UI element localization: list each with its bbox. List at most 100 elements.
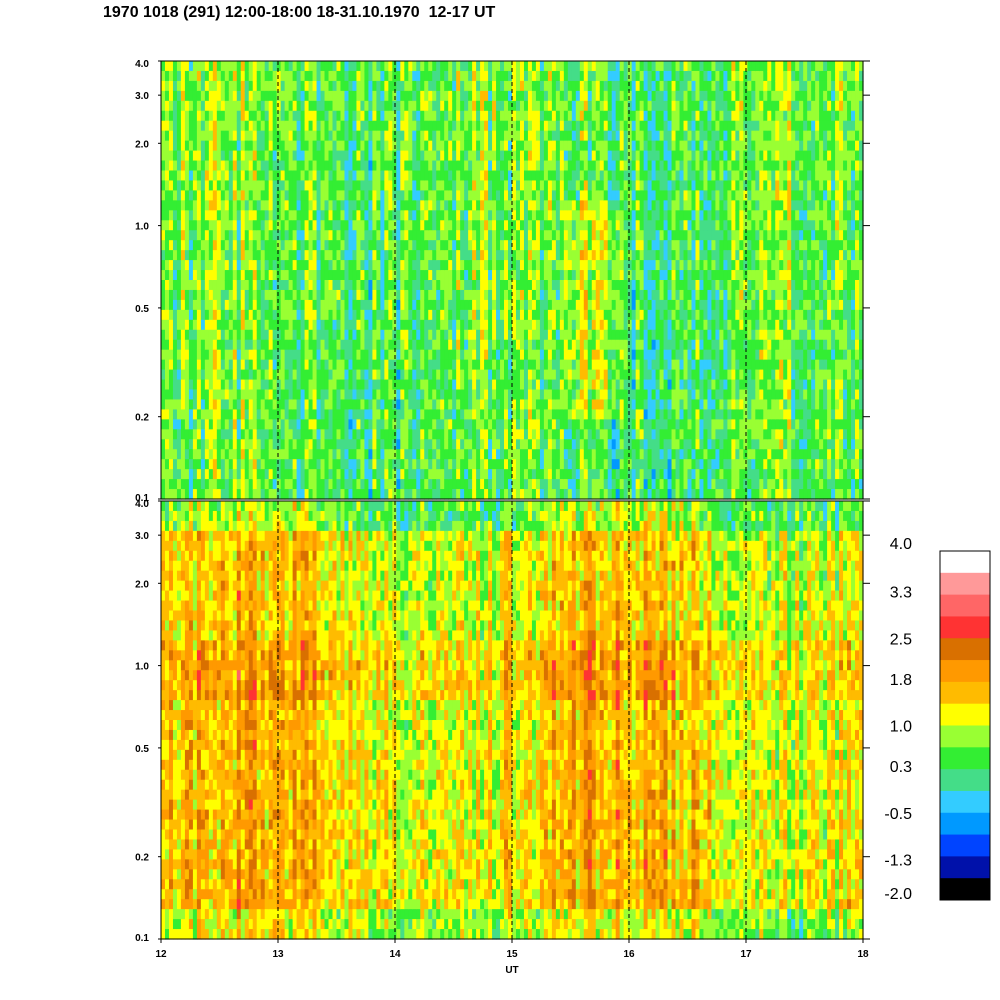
heatmap-cell	[161, 459, 166, 470]
heatmap-cell	[244, 399, 250, 410]
heatmap-cell	[356, 369, 362, 381]
heatmap-cell	[320, 389, 326, 401]
heatmap-cell	[348, 80, 354, 92]
heatmap-cell	[547, 210, 553, 221]
heatmap-cell	[316, 469, 322, 480]
heatmap-cell	[244, 190, 250, 201]
heatmap-cell	[344, 100, 350, 112]
heatmap-cell	[563, 319, 569, 331]
heatmap-cell	[200, 230, 206, 241]
heatmap-cell	[388, 489, 393, 500]
heatmap-cell	[388, 250, 393, 261]
heatmap-cell	[575, 100, 581, 112]
heatmap-cell	[416, 90, 421, 102]
heatmap-cell	[420, 439, 425, 450]
heatmap-cell	[168, 270, 174, 281]
heatmap-cell	[559, 150, 565, 162]
heatmap-cell	[368, 489, 373, 500]
heatmap-cell	[340, 459, 346, 470]
heatmap-cell	[304, 399, 310, 410]
heatmap-cell	[504, 439, 509, 450]
heatmap-cell	[567, 130, 573, 142]
heatmap-cell	[452, 329, 457, 341]
heatmap-cell	[547, 110, 553, 122]
heatmap-cell	[204, 389, 210, 401]
heatmap-cell	[567, 389, 573, 401]
heatmap-cell	[464, 130, 469, 142]
heatmap-cell	[192, 90, 198, 102]
heatmap-cell	[372, 449, 377, 460]
heatmap-cell	[324, 379, 330, 391]
heatmap-cell	[460, 339, 465, 351]
heatmap-cell	[260, 309, 266, 321]
heatmap-cell	[436, 150, 441, 162]
heatmap-cell	[535, 100, 541, 112]
chart-title: 1970 1018 (291) 12:00-18:00 18-31.10.197…	[103, 4, 496, 21]
heatmap-cell	[288, 409, 294, 420]
heatmap-cell	[268, 240, 274, 251]
heatmap-cell	[408, 309, 413, 321]
heatmap-cell	[376, 319, 381, 331]
heatmap-cell	[176, 180, 182, 191]
heatmap-cell	[519, 100, 525, 112]
heatmap-cell	[312, 140, 318, 152]
heatmap-cell	[332, 61, 338, 72]
heatmap-cell	[192, 439, 198, 450]
heatmap-cell	[412, 260, 417, 271]
heatmap-cell	[448, 349, 453, 361]
heatmap-cell	[320, 479, 326, 490]
heatmap-cell	[587, 389, 593, 401]
heatmap-cell	[208, 150, 214, 162]
heatmap-cell	[236, 240, 242, 251]
heatmap-cell	[512, 289, 517, 301]
heatmap-cell	[368, 429, 373, 440]
heatmap-cell	[384, 479, 389, 490]
heatmap-cell	[484, 260, 489, 271]
heatmap-cell	[476, 180, 481, 191]
heatmap-cell	[559, 479, 565, 490]
heatmap-cell	[192, 210, 198, 221]
heatmap-cell	[328, 329, 334, 341]
heatmap-cell	[240, 399, 246, 410]
heatmap-cell	[280, 439, 286, 450]
heatmap-cell	[424, 260, 429, 271]
heatmap-cell	[364, 479, 370, 490]
heatmap-cell	[579, 190, 585, 201]
heatmap-cell	[336, 479, 342, 490]
heatmap-cell	[440, 230, 445, 241]
heatmap-cell	[531, 220, 537, 231]
heatmap-cell	[228, 110, 234, 122]
heatmap-cell	[416, 260, 421, 271]
heatmap-cell	[324, 210, 330, 221]
heatmap-cell	[519, 140, 525, 152]
heatmap-cell	[575, 110, 581, 122]
heatmap-cell	[607, 200, 613, 211]
heatmap-cell	[587, 200, 593, 211]
heatmap-cell	[428, 309, 433, 321]
heatmap-cell	[583, 489, 589, 500]
heatmap-cell	[543, 459, 549, 470]
heatmap-cell	[356, 459, 362, 470]
heatmap-cell	[356, 299, 362, 311]
heatmap-cell	[416, 389, 421, 401]
heatmap-cell	[587, 120, 593, 132]
heatmap-cell	[340, 220, 346, 231]
heatmap-cell	[280, 299, 286, 311]
heatmap-cell	[200, 419, 206, 430]
heatmap-cell	[308, 379, 314, 391]
heatmap-cell	[587, 349, 593, 361]
heatmap-cell	[527, 130, 533, 142]
heatmap-cell	[360, 110, 366, 122]
heatmap-cell	[420, 120, 425, 132]
heatmap-cell	[416, 299, 421, 311]
heatmap-cell	[468, 369, 473, 381]
heatmap-cell	[164, 289, 170, 301]
heatmap-cell	[248, 309, 254, 321]
heatmap-cell	[420, 319, 425, 331]
heatmap-cell	[611, 230, 617, 241]
heatmap-cell	[224, 399, 230, 410]
heatmap-cell	[384, 70, 389, 82]
heatmap-cell	[316, 270, 322, 281]
heatmap-cell	[324, 260, 330, 271]
heatmap-cell	[527, 379, 533, 391]
